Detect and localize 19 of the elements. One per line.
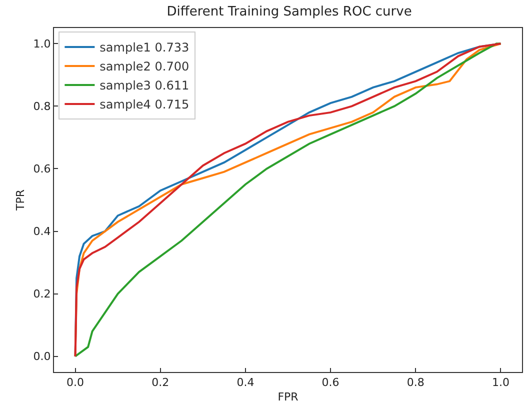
legend-label: sample2 0.700 bbox=[100, 60, 190, 74]
x-tick-label: 0.8 bbox=[406, 376, 424, 390]
y-tick-label: 0.0 bbox=[33, 350, 51, 364]
x-tick-label: 1.0 bbox=[492, 376, 510, 390]
x-axis-title: FPR bbox=[278, 390, 299, 404]
y-tick-label: 0.6 bbox=[33, 162, 51, 176]
y-tick-label: 0.8 bbox=[33, 100, 51, 114]
y-tick-label: 0.2 bbox=[33, 288, 51, 301]
y-tick-label: 0.4 bbox=[33, 225, 51, 238]
x-tick-label: 0.0 bbox=[66, 376, 84, 390]
y-axis-title: TPR bbox=[14, 189, 27, 212]
legend-label: sample3 0.611 bbox=[100, 78, 190, 93]
x-tick-label: 0.6 bbox=[322, 376, 340, 390]
y-tick-label: 1.0 bbox=[33, 37, 51, 50]
chart-title: Different Training Samples ROC curve bbox=[166, 4, 412, 20]
legend-label: sample1 0.733 bbox=[100, 40, 190, 55]
legend-label: sample4 0.715 bbox=[100, 98, 190, 112]
x-tick-label: 0.2 bbox=[152, 376, 170, 390]
x-tick-label: 0.4 bbox=[236, 376, 254, 390]
